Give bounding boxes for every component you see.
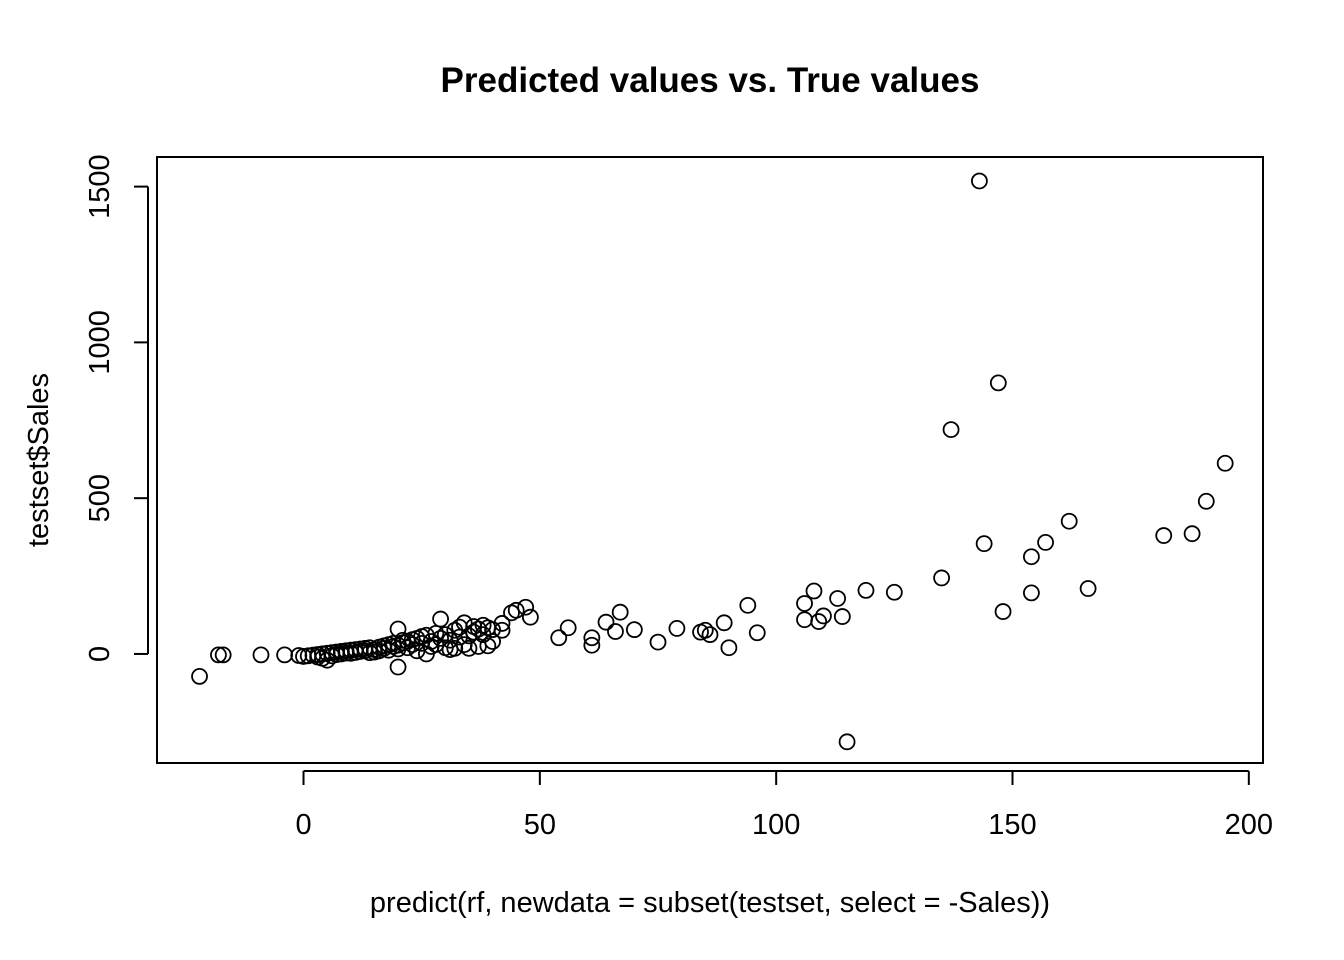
- data-point: [933, 569, 950, 587]
- data-point: [252, 646, 270, 664]
- data-point: [1079, 580, 1097, 597]
- data-point: [493, 615, 511, 632]
- data-point: [276, 646, 294, 664]
- data-point: [942, 421, 960, 439]
- data-point: [720, 639, 738, 657]
- data-point: [838, 733, 856, 751]
- data-point: [701, 626, 719, 644]
- x-axis-label: predict(rf, newdata = subset(testset, se…: [370, 887, 1050, 919]
- data-point: [989, 374, 1007, 392]
- data-point: [810, 613, 828, 630]
- data-point: [607, 623, 624, 640]
- data-point: [715, 614, 733, 632]
- data-point: [191, 667, 208, 685]
- chart-title: Predicted values vs. True values: [441, 61, 980, 100]
- y-tick-label: 0: [84, 646, 116, 662]
- data-point: [1216, 454, 1234, 472]
- data-point: [975, 535, 993, 553]
- data-point: [432, 610, 449, 628]
- data-point: [668, 620, 686, 637]
- data-point: [748, 624, 766, 642]
- data-point: [484, 633, 501, 650]
- x-axis: 0 50 100 150 200: [295, 770, 1273, 841]
- plot-area-border: [156, 156, 1264, 764]
- data-point: [521, 608, 539, 626]
- data-point: [796, 595, 813, 612]
- data-point: [1023, 548, 1040, 566]
- data-point: [210, 646, 227, 664]
- x-tick-label: 200: [1225, 809, 1273, 841]
- data-point: [829, 590, 847, 607]
- data-point: [696, 621, 714, 639]
- data-point: [1037, 534, 1054, 551]
- y-tick-label: 1000: [84, 310, 116, 375]
- data-point: [611, 603, 629, 621]
- data-point: [432, 629, 449, 647]
- data-point: [559, 619, 577, 637]
- data-point: [422, 633, 440, 650]
- y-tick-label: 1500: [84, 154, 116, 219]
- data-point: [833, 608, 851, 625]
- x-tick-label: 150: [988, 809, 1036, 841]
- data-point: [994, 603, 1012, 620]
- data-point: [885, 583, 903, 601]
- data-point: [857, 581, 875, 599]
- data-point: [460, 639, 478, 657]
- data-point: [1155, 527, 1173, 544]
- data-point: [479, 637, 497, 655]
- x-tick-label: 0: [295, 809, 311, 841]
- data-point: [493, 621, 511, 639]
- data-point: [1197, 492, 1215, 510]
- y-axis: 0 500 1000 1500: [84, 154, 149, 662]
- data-point: [739, 596, 757, 614]
- data-point: [649, 633, 667, 651]
- data-point: [583, 636, 601, 654]
- data-point: [1183, 525, 1201, 543]
- x-tick-label: 100: [752, 809, 800, 841]
- data-point: [1060, 512, 1078, 530]
- x-tick-label: 50: [524, 809, 556, 841]
- data-point: [796, 611, 813, 629]
- data-point: [517, 598, 535, 616]
- data-point: [805, 582, 823, 600]
- y-axis-label: testset$Sales: [23, 373, 55, 547]
- data-point: [507, 601, 525, 619]
- data-point: [815, 607, 832, 625]
- data-point: [625, 621, 643, 639]
- data-point: [583, 629, 601, 647]
- data-point: [1023, 584, 1040, 602]
- data-point: [214, 646, 232, 664]
- data-point: [550, 629, 568, 647]
- y-tick-label: 500: [84, 474, 116, 522]
- data-point: [597, 613, 615, 631]
- data-point: [389, 658, 407, 676]
- data-points: [191, 172, 1234, 751]
- data-point: [484, 621, 501, 639]
- data-point: [971, 172, 988, 190]
